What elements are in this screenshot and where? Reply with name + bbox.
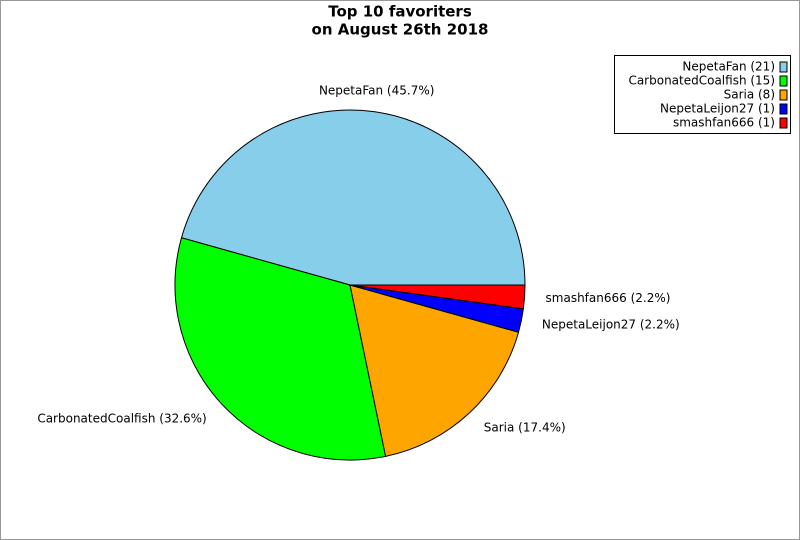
legend-swatch — [779, 61, 788, 73]
legend-swatch — [779, 103, 788, 115]
slice-label: NepetaFan (45.7%) — [319, 83, 434, 97]
legend-swatch — [779, 89, 788, 101]
slice-label: Saria (17.4%) — [484, 421, 566, 435]
chart-subtitle: on August 26th 2018 — [312, 21, 489, 39]
chart-title: Top 10 favoriters — [328, 3, 472, 21]
slice-label: CarbonatedCoalfish (32.6%) — [37, 411, 206, 425]
legend-label: NepetaFan (21) — [682, 60, 775, 74]
pie-slice — [174, 237, 387, 461]
pie-slice — [349, 284, 526, 310]
pie-slice — [349, 284, 520, 457]
slice-label: smashfan666 (2.2%) — [546, 291, 671, 305]
legend-label: CarbonatedCoalfish (15) — [628, 74, 775, 88]
legend-label: Saria (8) — [724, 88, 775, 102]
slice-label: NepetaLeijon27 (2.2%) — [542, 317, 680, 331]
legend-box — [614, 55, 791, 134]
legend-label: NepetaLeijon27 (1) — [660, 102, 775, 116]
pie-slice — [180, 109, 526, 286]
legend-swatch — [779, 75, 788, 87]
legend-swatch — [779, 117, 788, 129]
legend-label: smashfan666 (1) — [673, 116, 775, 130]
